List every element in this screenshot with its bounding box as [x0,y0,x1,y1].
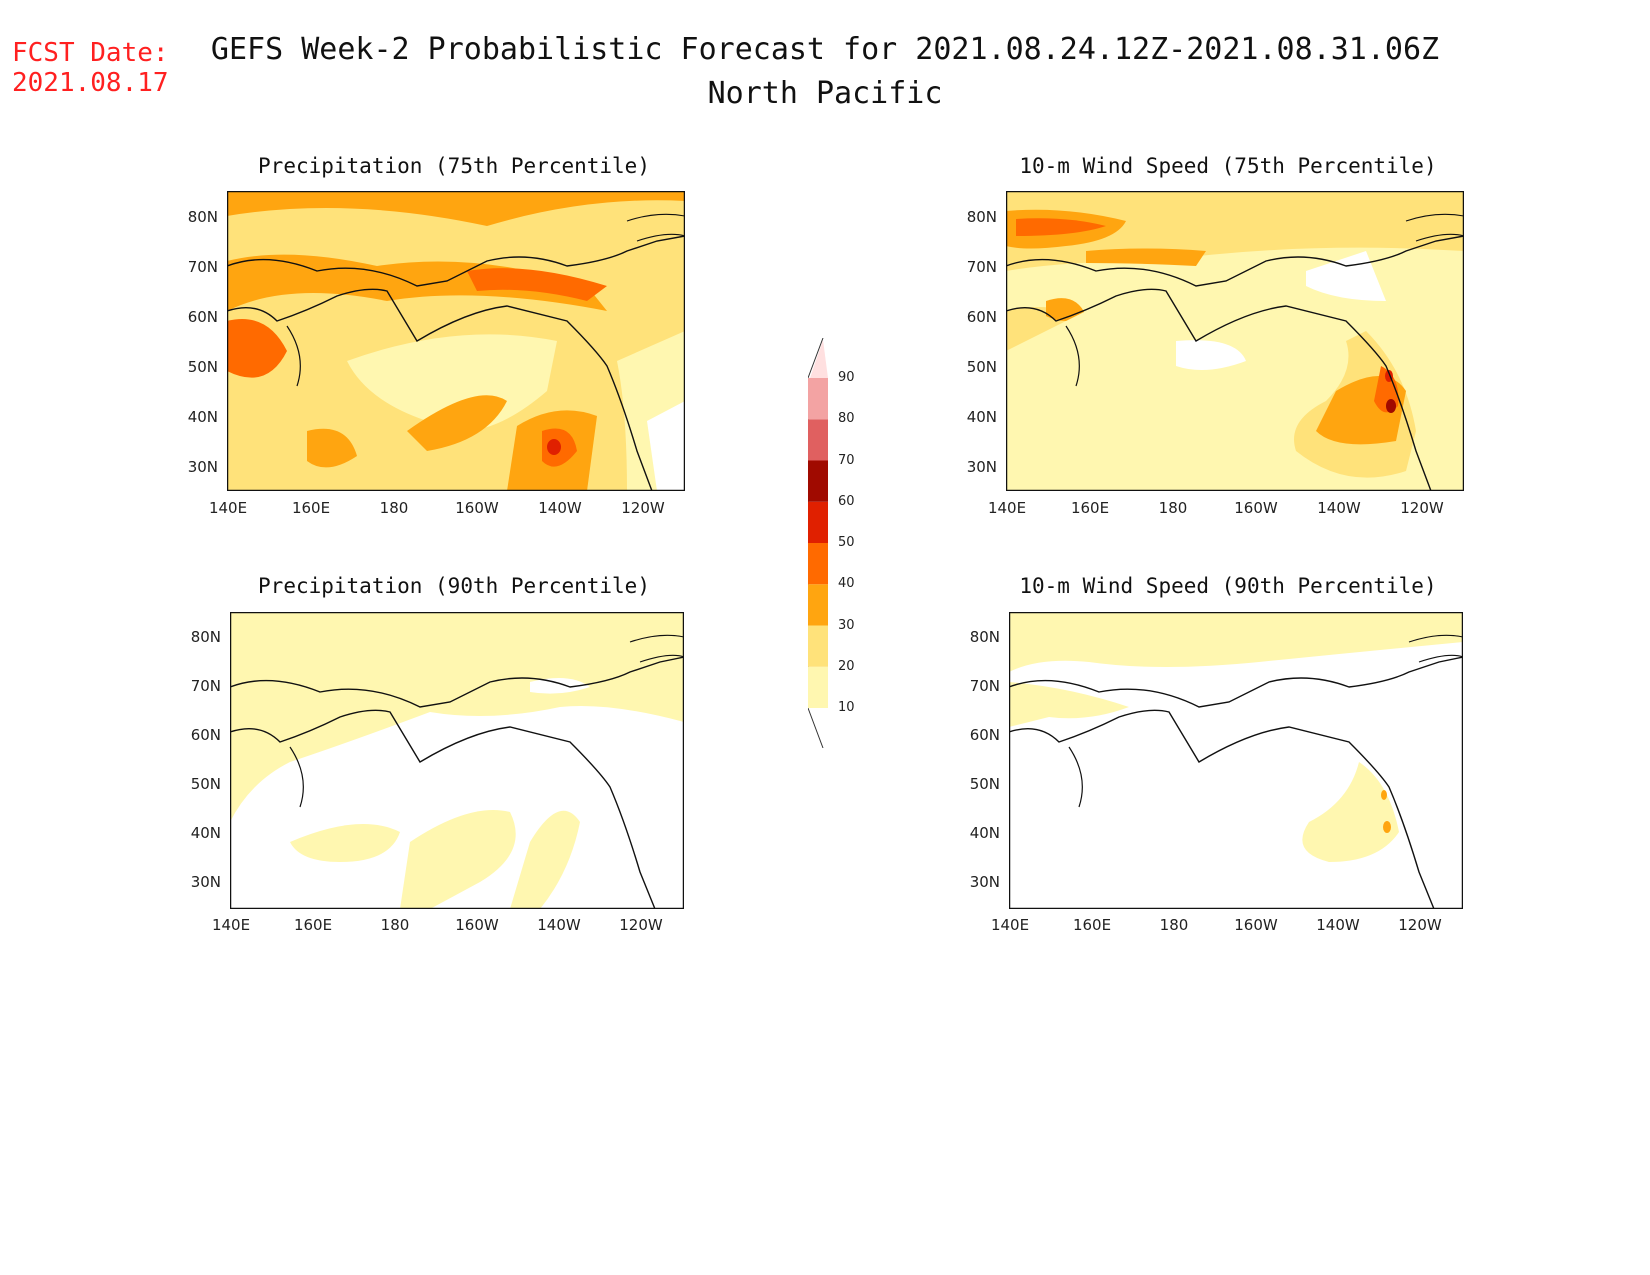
page-title: GEFS Week-2 Probabilistic Forecast for 2… [210,32,1440,67]
lat-label: 60N [190,726,221,744]
lon-label: 120W [619,916,663,934]
panel-title-precip75: Precipitation (75th Percentile) [258,154,650,178]
lat-label: 70N [190,677,221,695]
lon-label: 160W [1234,499,1278,517]
colorbar-swatch [808,460,828,502]
forecast-date-value: 2021.08.17 [12,68,169,98]
lat-label: 80N [966,208,997,226]
lat-label: 70N [969,677,1000,695]
map-wind75 [1006,191,1464,491]
lat-label: 50N [969,775,1000,793]
lon-label: 120W [621,499,665,517]
lon-label: 140E [990,916,1030,934]
lat-label: 50N [187,358,218,376]
lon-label: 140W [537,916,581,934]
colorbar-label: 70 [838,452,855,468]
colorbar-swatch [808,584,828,626]
lat-label: 60N [187,308,218,326]
lat-label: 70N [187,258,218,276]
lat-label: 50N [966,358,997,376]
lon-label: 140W [1316,916,1360,934]
lat-label: 30N [966,458,997,476]
lat-label: 40N [969,824,1000,842]
lat-label: 40N [187,408,218,426]
lon-label: 160E [1070,499,1110,517]
lat-label: 30N [187,458,218,476]
lon-label: 160E [293,916,333,934]
map-precip90 [230,612,684,909]
lat-label: 40N [190,824,221,842]
panel-title-wind75: 10-m Wind Speed (75th Percentile) [1019,154,1437,178]
lon-label: 140E [987,499,1027,517]
colorbar-swatch [808,419,828,461]
lon-label: 120W [1400,499,1444,517]
lon-label: 140E [211,916,251,934]
lon-label: 160W [455,916,499,934]
lat-label: 80N [187,208,218,226]
colorbar-swatch [808,625,828,667]
lon-label: 160E [291,499,331,517]
lon-label: 140E [208,499,248,517]
colorbar-swatch [808,666,828,708]
lon-label: 180 [379,499,409,517]
panel-title-precip90: Precipitation (90th Percentile) [258,574,650,598]
lon-label: 160W [455,499,499,517]
colorbar-label: 80 [838,411,855,427]
forecast-date-label: FCST Date: [12,38,169,68]
lon-label: 180 [1159,916,1189,934]
colorbar-label: 10 [838,700,855,715]
panel-title-wind90: 10-m Wind Speed (90th Percentile) [1019,574,1437,598]
lon-label: 180 [1158,499,1188,517]
lat-label: 30N [969,873,1000,891]
lon-label: 160E [1072,916,1112,934]
colorbar-label: 40 [838,576,855,592]
lat-label: 60N [969,726,1000,744]
forecast-date: FCST Date: 2021.08.17 [12,38,169,98]
lat-label: 30N [190,873,221,891]
lon-label: 180 [380,916,410,934]
colorbar-swatch [808,378,828,420]
lat-label: 80N [969,628,1000,646]
colorbar-label: 50 [838,535,855,550]
lat-label: 50N [190,775,221,793]
colorbar-swatch [808,501,828,543]
lon-label: 160W [1234,916,1278,934]
lon-label: 140W [538,499,582,517]
colorbar-swatch [808,543,828,585]
colorbar-label: 90 [838,370,855,385]
colorbar-label: 20 [838,658,855,674]
lon-label: 120W [1398,916,1442,934]
lat-label: 40N [966,408,997,426]
lat-label: 70N [966,258,997,276]
colorbar-label: 60 [838,493,855,509]
colorbar-label: 30 [838,617,855,633]
lat-label: 80N [190,628,221,646]
colorbar [808,338,828,748]
lat-label: 60N [966,308,997,326]
map-precip75 [227,191,685,491]
lon-label: 140W [1317,499,1361,517]
region-title: North Pacific [707,76,943,111]
map-wind90 [1009,612,1463,909]
